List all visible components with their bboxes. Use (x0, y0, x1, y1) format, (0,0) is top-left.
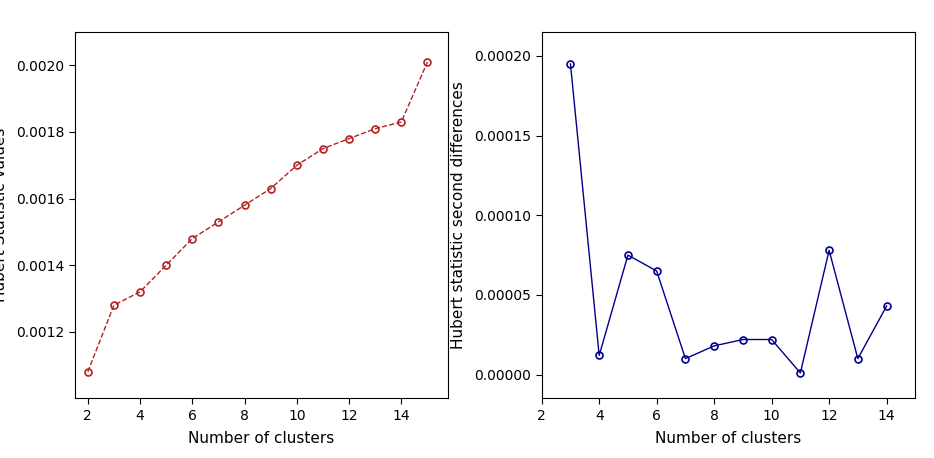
X-axis label: Number of clusters: Number of clusters (656, 431, 801, 446)
X-axis label: Number of clusters: Number of clusters (189, 431, 334, 446)
Y-axis label: Hubert statistic second differences: Hubert statistic second differences (451, 82, 466, 349)
Y-axis label: Hubert Statistic values: Hubert Statistic values (0, 128, 7, 302)
